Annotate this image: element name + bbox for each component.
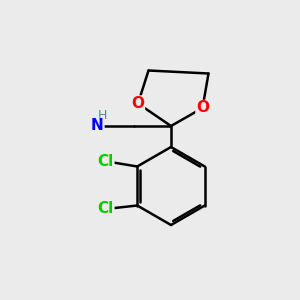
Text: Cl: Cl	[98, 201, 114, 216]
Text: Cl: Cl	[98, 154, 114, 169]
Text: O: O	[131, 96, 145, 111]
Text: O: O	[196, 100, 209, 116]
Text: N: N	[91, 118, 104, 134]
Text: H: H	[98, 109, 108, 122]
